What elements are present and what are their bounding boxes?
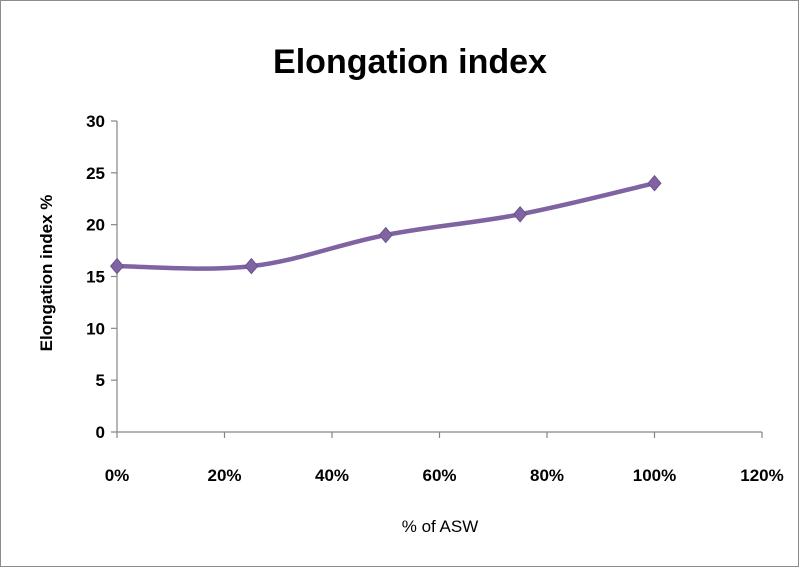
y-axis-label: Elongation index % [37, 195, 56, 352]
data-point-marker [378, 226, 393, 244]
data-point-marker [244, 257, 259, 275]
y-tick-label: 15 [86, 268, 105, 287]
series-line [114, 180, 657, 271]
y-tick-label: 25 [86, 164, 105, 183]
x-tick-label: 80% [530, 466, 564, 485]
y-tick-label: 10 [86, 319, 105, 338]
x-tick-label: 120% [740, 466, 783, 485]
x-tick-label: 100% [633, 466, 676, 485]
x-tick-label: 60% [422, 466, 456, 485]
chart-title: Elongation index [273, 43, 547, 81]
x-tick-label: 20% [207, 466, 241, 485]
x-tick-label: 0% [105, 466, 130, 485]
y-tick-label: 20 [86, 216, 105, 235]
data-point-marker [513, 206, 528, 223]
x-tick-label: 40% [315, 466, 349, 485]
y-tick-label: 5 [96, 371, 105, 390]
data-point-marker [647, 174, 662, 192]
data-point-marker [109, 257, 125, 275]
x-axis: 0% 20% 40% 60% 80% 100% 120% [105, 431, 784, 485]
x-axis-label: % of ASW [402, 517, 479, 536]
y-tick-label: 0 [96, 423, 105, 442]
series-layer [109, 174, 662, 275]
y-axis: 0 5 10 15 20 25 30 [86, 112, 118, 442]
y-tick-label: 30 [86, 112, 105, 131]
